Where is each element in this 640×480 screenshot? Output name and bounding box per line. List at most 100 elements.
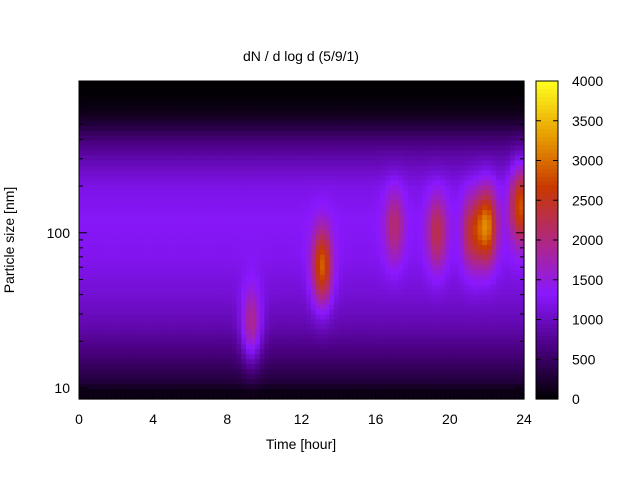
heatmap-cell: [213, 329, 219, 336]
heatmap-cell: [477, 225, 483, 231]
heatmap-cell: [143, 140, 150, 147]
heatmap-cell: [320, 244, 326, 251]
heatmap-cell: [269, 145, 275, 152]
heatmap-cell: [347, 90, 354, 97]
heatmap-cell: [371, 105, 377, 112]
heatmap-cell: [208, 244, 215, 251]
heatmap-cell: [116, 299, 122, 306]
heatmap-cell: [296, 185, 303, 191]
heatmap-cell: [519, 329, 525, 336]
heatmap-cell: [250, 120, 256, 127]
heatmap-cell: [185, 125, 191, 132]
heatmap-cell: [162, 269, 168, 276]
heatmap-cell: [347, 185, 354, 191]
heatmap-cell: [167, 90, 173, 97]
heatmap-cell: [255, 195, 261, 201]
heatmap-cell: [426, 140, 432, 147]
heatmap-cell: [371, 299, 377, 306]
heatmap-cell: [306, 170, 312, 177]
heatmap-cell: [125, 240, 131, 246]
heatmap-cell: [398, 81, 405, 87]
heatmap-cell: [445, 264, 451, 271]
heatmap-cell: [185, 314, 191, 321]
heatmap-cell: [426, 100, 432, 107]
heatmap-cell: [292, 309, 298, 316]
heatmap-cell: [361, 319, 367, 326]
heatmap-cell: [371, 195, 377, 201]
heatmap-cell: [259, 180, 266, 186]
heatmap-cell: [194, 235, 201, 241]
heatmap-cell: [463, 85, 469, 92]
heatmap-cell: [208, 220, 215, 226]
heatmap-cell: [102, 130, 108, 137]
heatmap-cell: [445, 294, 451, 301]
heatmap-cell: [245, 304, 252, 311]
heatmap-cell: [139, 100, 145, 107]
heatmap-cell: [422, 195, 428, 201]
heatmap-cell: [157, 334, 164, 340]
heatmap-cell: [440, 105, 446, 112]
heatmap-cell: [194, 294, 201, 301]
heatmap-cell: [111, 145, 117, 152]
heatmap-cell: [333, 225, 340, 231]
heatmap-cell: [116, 304, 122, 311]
heatmap-cell: [301, 314, 307, 321]
heatmap-cell: [167, 284, 173, 291]
heatmap-cell: [255, 314, 261, 321]
heatmap-cell: [296, 115, 303, 122]
heatmap-cell: [486, 279, 493, 286]
heatmap-cell: [412, 125, 418, 132]
heatmap-cell: [236, 185, 242, 191]
heatmap-cell: [301, 130, 307, 137]
heatmap-cell: [190, 175, 196, 181]
heatmap-cell: [148, 240, 154, 246]
heatmap-cell: [329, 90, 335, 97]
heatmap-cell: [463, 314, 469, 321]
heatmap-cell: [338, 334, 344, 340]
heatmap-cell: [231, 215, 238, 221]
heatmap-cell: [449, 135, 456, 142]
heatmap-cell: [371, 90, 377, 97]
heatmap-cell: [301, 215, 307, 221]
heatmap-cell: [454, 284, 460, 291]
heatmap-cell: [361, 284, 367, 291]
heatmap-cell: [190, 110, 196, 117]
heatmap-cell: [505, 125, 511, 132]
heatmap-cell: [227, 200, 233, 206]
heatmap-cell: [292, 90, 298, 97]
heatmap-cell: [384, 235, 391, 241]
heatmap-cell: [153, 110, 159, 117]
heatmap-cell: [278, 284, 284, 291]
heatmap-cell: [129, 324, 136, 331]
heatmap-cell: [380, 160, 386, 167]
heatmap-cell: [394, 85, 400, 92]
heatmap-cell: [500, 155, 507, 162]
heatmap-cell: [282, 235, 289, 241]
heatmap-cell: [116, 279, 122, 286]
heatmap-cell: [148, 269, 154, 276]
heatmap-cell: [426, 215, 432, 221]
heatmap-cell: [435, 130, 442, 137]
heatmap-cell: [333, 205, 340, 211]
heatmap-cell: [250, 150, 256, 157]
heatmap-cell: [222, 115, 228, 122]
heatmap-cell: [129, 185, 136, 191]
heatmap-cell: [273, 319, 279, 326]
heatmap-cell: [310, 105, 317, 112]
heatmap-cell: [496, 279, 502, 286]
heatmap-cell: [338, 190, 344, 196]
heatmap-cell: [259, 115, 266, 122]
heatmap-cell: [296, 105, 303, 112]
heatmap-cell: [176, 195, 182, 201]
heatmap-cell: [333, 304, 340, 311]
heatmap-cell: [125, 235, 131, 241]
heatmap-cell: [116, 95, 122, 102]
heatmap-cell: [338, 264, 344, 271]
heatmap-cell: [273, 235, 279, 241]
heatmap-cell: [482, 205, 488, 211]
heatmap-cell: [473, 294, 479, 301]
heatmap-cell: [315, 120, 321, 127]
heatmap-cell: [208, 299, 215, 306]
heatmap-cell: [255, 140, 261, 147]
heatmap-cell: [264, 334, 270, 340]
